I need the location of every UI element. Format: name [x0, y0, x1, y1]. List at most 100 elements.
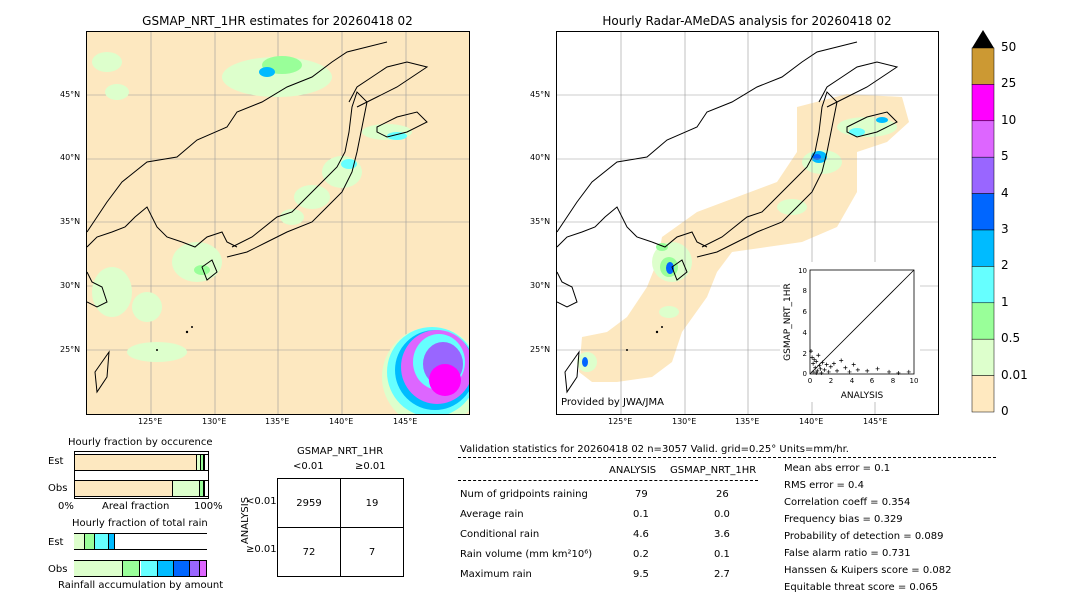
- total-rain-axes: [74, 532, 207, 578]
- colorbar-label: 3: [1001, 222, 1009, 236]
- scatter-xtick-8: 8: [891, 377, 895, 385]
- scatter-point: [809, 349, 814, 354]
- left-map-title: GSMAP_NRT_1HR estimates for 20260418 02: [142, 14, 413, 28]
- contingency-cell-00: 2959: [277, 478, 341, 528]
- fraction-segment: [84, 534, 96, 549]
- scatter-xtick-2: 2: [829, 377, 833, 385]
- scatter-point: [819, 370, 824, 375]
- scatter-point: [820, 360, 825, 365]
- occurrence-obs-label: Obs: [48, 483, 68, 494]
- scatter-point: [818, 366, 823, 371]
- contingency-cell-11: 7: [340, 527, 404, 577]
- left-lat-30: 30°N: [60, 281, 81, 290]
- fraction-segment: [200, 481, 204, 496]
- right-lat-30: 30°N: [530, 281, 551, 290]
- score-5: False alarm ratio = 0.731: [784, 548, 911, 559]
- scatter-point: [822, 367, 827, 372]
- right-map: [556, 31, 939, 415]
- scatter-point: [815, 368, 820, 373]
- colorbar-segment: [971, 193, 995, 231]
- score-0: Mean abs error = 0.1: [784, 463, 891, 474]
- scatter-ytick-10: 10: [798, 267, 807, 275]
- validation-header-rule: [458, 457, 996, 458]
- scatter-point: [831, 361, 836, 366]
- colorbar-segment: [971, 156, 995, 194]
- left-map: [86, 31, 470, 415]
- scatter-point: [811, 369, 816, 374]
- scatter-xtick-10: 10: [910, 377, 919, 385]
- fraction-segment: [200, 561, 207, 576]
- fraction-segment: [95, 534, 109, 549]
- colorbar: [970, 30, 996, 416]
- left-lon-125: 125°E: [138, 417, 163, 426]
- colorbar-label: 4: [1001, 185, 1009, 200]
- total-rain-est-bar: [74, 533, 207, 550]
- contingency-col-0: <0.01: [293, 461, 324, 472]
- scatter-point: [865, 368, 870, 373]
- scatter-point: [811, 361, 816, 366]
- colorbar-segment: [971, 302, 995, 340]
- scatter-point: [851, 362, 856, 367]
- contingency-cell-01: 19: [340, 478, 404, 528]
- scatter-ytick-0: 0: [803, 370, 807, 378]
- scatter-point: [896, 370, 901, 375]
- left-lon-130: 130°E: [202, 417, 227, 426]
- total-rain-est-label: Est: [48, 537, 64, 548]
- left-lon-145: 145°E: [393, 417, 418, 426]
- contingency-row-1: ≥0.01: [246, 544, 277, 555]
- scatter-point: [828, 364, 833, 369]
- total-rain-obs-bar: [74, 560, 207, 577]
- colorbar-label: 25: [1001, 76, 1017, 91]
- scatter-ytick-6: 6: [803, 308, 808, 316]
- scatter-diagonal: [809, 269, 915, 375]
- fraction-segment: [173, 561, 190, 576]
- right-lat-35: 35°N: [530, 217, 551, 226]
- fraction-segment: [123, 561, 141, 576]
- score-7: Equitable threat score = 0.065: [784, 582, 939, 593]
- colorbar-label: 50: [1001, 40, 1017, 54]
- scatter-ylabel: GSMAP_NRT_1HR: [783, 283, 793, 361]
- stat-row-label-2: Conditional rain: [460, 529, 540, 540]
- right-lon-145: 145°E: [863, 417, 888, 426]
- occurrence-axis-mid: Areal fraction: [102, 501, 170, 512]
- right-lon-140: 140°E: [799, 417, 824, 426]
- left-map-coastline: [87, 41, 429, 394]
- stat-row-gsmap-1: 0.0: [714, 509, 730, 520]
- colorbar-label: 5: [1001, 149, 1009, 164]
- stat-row-label-1: Average rain: [460, 509, 524, 520]
- scatter-ytick-8: 8: [803, 287, 807, 295]
- total-rain-title: Hourly fraction of total rain: [72, 518, 208, 529]
- fraction-segment: [204, 455, 206, 470]
- scatter-point: [816, 353, 821, 358]
- fraction-segment: [197, 455, 202, 470]
- right-lat-25: 25°N: [530, 345, 551, 354]
- scatter-plot: 0 2 4 6 8 10 0 2 4 6 8 10 ANALYSIS GSMAP…: [783, 267, 919, 401]
- occurrence-axis-left: 0%: [58, 501, 74, 512]
- total-rain-axis-label: Rainfall accumulation by amount: [58, 580, 224, 591]
- colorbar-extend-arrow: [972, 30, 994, 48]
- stat-row-label-4: Maximum rain: [460, 569, 532, 580]
- fraction-segment: [189, 561, 201, 576]
- left-lon-140: 140°E: [329, 417, 354, 426]
- contingency-title: GSMAP_NRT_1HR: [297, 446, 384, 457]
- occurrence-est-label: Est: [48, 456, 64, 467]
- colorbar-label: 1: [1001, 294, 1009, 309]
- stat-row-analysis-0: 79: [635, 489, 648, 500]
- fraction-segment: [75, 481, 174, 496]
- right-map-title: Hourly Radar-AMeDAS analysis for 2026041…: [602, 14, 892, 28]
- right-lon-135: 135°E: [735, 417, 760, 426]
- colorbar-label: 0: [1001, 404, 1009, 418]
- stat-row-analysis-1: 0.1: [633, 509, 649, 520]
- colorbar-segment: [971, 229, 995, 267]
- colorbar-label: 2: [1001, 258, 1009, 273]
- occurrence-est-bar: [75, 454, 208, 471]
- fraction-segment: [201, 455, 204, 470]
- scatter-point: [887, 369, 892, 374]
- scatter-point: [824, 362, 829, 367]
- scatter-points: [809, 349, 911, 375]
- fraction-segment: [173, 481, 200, 496]
- colorbar-label: 0.5: [1001, 331, 1021, 346]
- scatter-point: [826, 369, 831, 374]
- colorbar-segment: [971, 266, 995, 304]
- scatter-point: [810, 355, 815, 360]
